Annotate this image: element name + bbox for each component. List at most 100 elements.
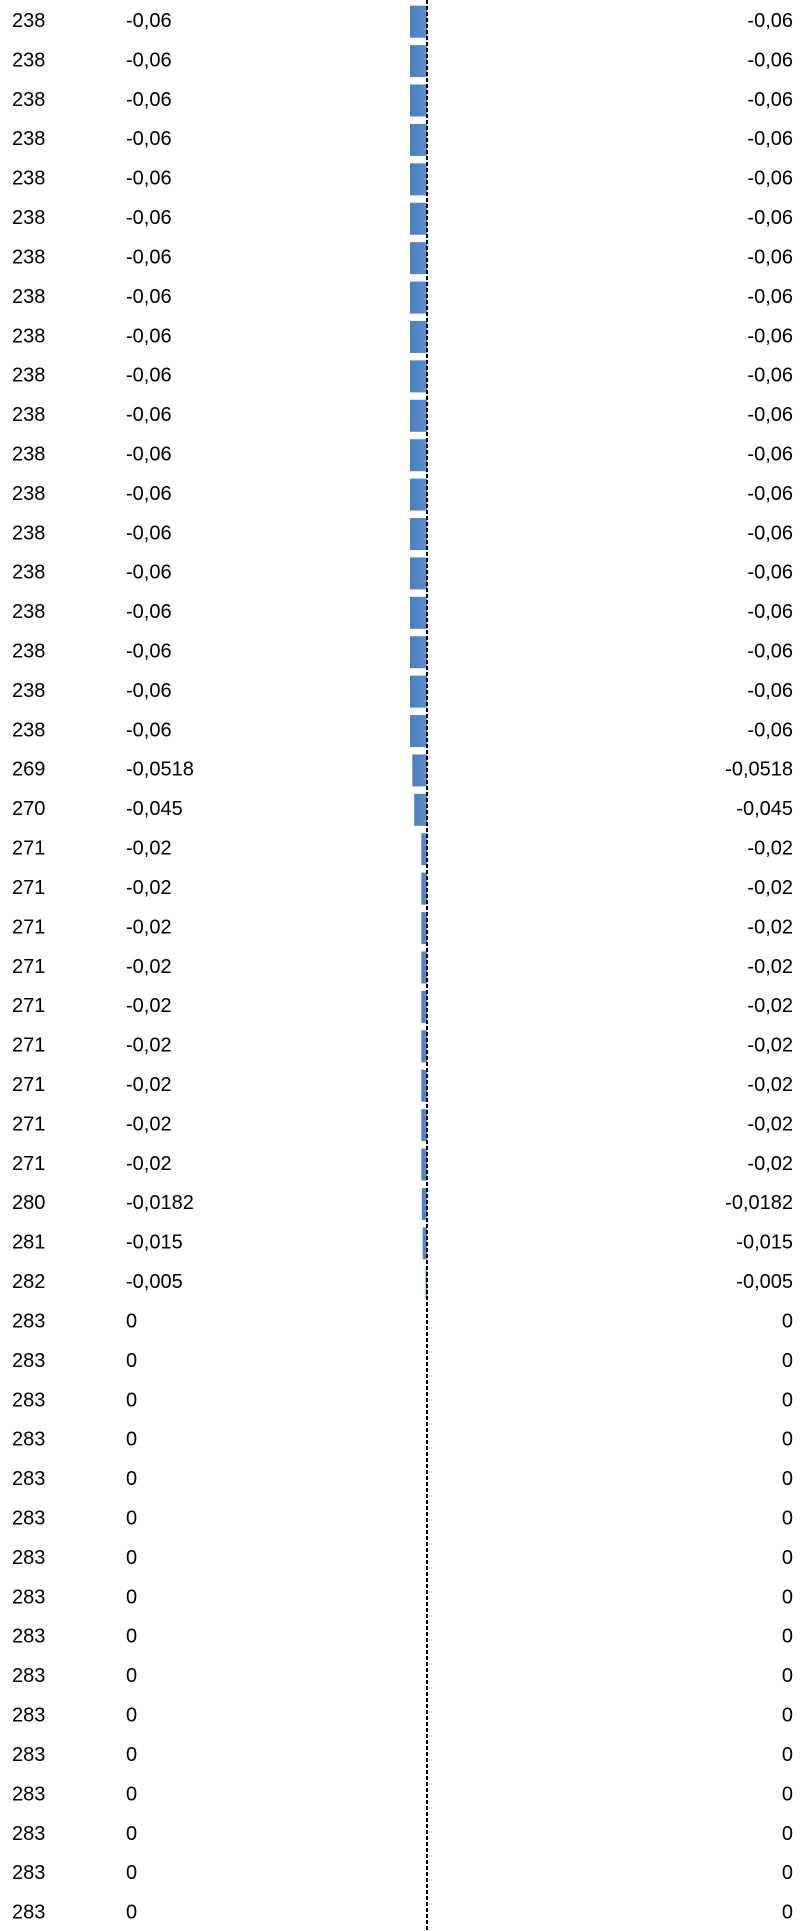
- value-cell: -0,06: [126, 286, 172, 308]
- value-cell-right: 0: [782, 1823, 793, 1845]
- value-cell-right: 0: [782, 1744, 793, 1766]
- value-cell-right: -0,06: [747, 207, 793, 229]
- data-bar: [410, 360, 427, 393]
- rank-cell: 238: [12, 680, 45, 702]
- value-cell: 0: [126, 1862, 137, 1884]
- rank-cell: 238: [12, 325, 45, 347]
- rank-cell: 271: [12, 877, 45, 899]
- value-cell: 0: [126, 1547, 137, 1569]
- value-cell: 0: [126, 1705, 137, 1727]
- rank-cell: 271: [12, 956, 45, 978]
- data-bar: [421, 1030, 427, 1063]
- value-cell: -0,06: [126, 601, 172, 623]
- value-cell: -0,02: [126, 838, 172, 860]
- value-cell: -0,06: [126, 89, 172, 111]
- rank-cell: 238: [12, 10, 45, 32]
- value-cell-right: 0: [782, 1705, 793, 1727]
- value-cell: -0,02: [126, 1074, 172, 1096]
- value-cell: -0,06: [126, 168, 172, 190]
- data-bar: [414, 793, 427, 826]
- rank-cell: 283: [12, 1862, 45, 1884]
- data-bar: [421, 872, 427, 905]
- rank-cell: 271: [12, 995, 45, 1017]
- data-bar: [410, 715, 427, 748]
- value-cell: -0,06: [126, 522, 172, 544]
- data-bar: [410, 636, 427, 669]
- value-cell-right: 0: [782, 1429, 793, 1451]
- data-bar: [412, 754, 427, 787]
- value-cell: 0: [126, 1389, 137, 1411]
- rank-cell: 283: [12, 1389, 45, 1411]
- value-cell: -0,06: [126, 246, 172, 268]
- value-cell-right: 0: [782, 1507, 793, 1529]
- value-cell-right: -0,005: [736, 1271, 793, 1293]
- value-cell: 0: [126, 1665, 137, 1687]
- rank-cell: 283: [12, 1626, 45, 1648]
- rank-cell: 283: [12, 1350, 45, 1372]
- rank-cell: 283: [12, 1744, 45, 1766]
- data-bar: [410, 320, 427, 353]
- data-bar: [410, 439, 427, 472]
- value-cell: -0,06: [126, 719, 172, 741]
- data-bar: [410, 202, 427, 235]
- value-cell: -0,0518: [126, 759, 194, 781]
- value-cell: -0,06: [126, 562, 172, 584]
- data-bar: [421, 1148, 427, 1181]
- value-cell: -0,045: [126, 798, 183, 820]
- value-cell: -0,02: [126, 1153, 172, 1175]
- rank-cell: 238: [12, 443, 45, 465]
- value-cell-right: 0: [782, 1350, 793, 1372]
- value-cell: -0,02: [126, 995, 172, 1017]
- value-cell: 0: [126, 1429, 137, 1451]
- value-cell: -0,02: [126, 1113, 172, 1135]
- value-cell: -0,06: [126, 365, 172, 387]
- rank-cell: 283: [12, 1705, 45, 1727]
- value-cell: 0: [126, 1783, 137, 1805]
- rank-cell: 238: [12, 719, 45, 741]
- rank-cell: 238: [12, 562, 45, 584]
- rank-cell: 283: [12, 1507, 45, 1529]
- value-cell: -0,06: [126, 680, 172, 702]
- data-bar: [410, 518, 427, 551]
- value-cell: -0,06: [126, 325, 172, 347]
- value-cell-right: -0,02: [747, 995, 793, 1017]
- value-cell: -0,06: [126, 483, 172, 505]
- value-cell-right: 0: [782, 1468, 793, 1490]
- value-cell-right: -0,02: [747, 1035, 793, 1057]
- data-bar: [421, 951, 427, 984]
- data-bar: [410, 478, 427, 511]
- data-bar: [421, 912, 427, 945]
- value-cell-right: -0,06: [747, 483, 793, 505]
- value-cell-right: -0,06: [747, 10, 793, 32]
- value-cell-right: 0: [782, 1665, 793, 1687]
- value-cell: -0,02: [126, 956, 172, 978]
- value-cell-right: -0,06: [747, 680, 793, 702]
- value-cell-right: -0,02: [747, 1153, 793, 1175]
- value-cell: -0,02: [126, 1035, 172, 1057]
- rank-cell: 238: [12, 246, 45, 268]
- value-cell-right: 0: [782, 1389, 793, 1411]
- value-cell: -0,06: [126, 128, 172, 150]
- value-cell: 0: [126, 1350, 137, 1372]
- value-cell: -0,02: [126, 877, 172, 899]
- value-cell-right: -0,06: [747, 128, 793, 150]
- data-bar: [421, 1069, 427, 1102]
- value-cell: 0: [126, 1507, 137, 1529]
- value-cell: -0,06: [126, 49, 172, 71]
- value-cell: 0: [126, 1823, 137, 1845]
- value-cell-right: 0: [782, 1586, 793, 1608]
- data-bar: [410, 557, 427, 590]
- value-cell: 0: [126, 1744, 137, 1766]
- value-cell-right: -0,06: [747, 89, 793, 111]
- rank-cell: 269: [12, 759, 45, 781]
- rank-cell: 271: [12, 1035, 45, 1057]
- value-cell: -0,06: [126, 207, 172, 229]
- data-bar: [410, 242, 427, 275]
- data-bar: [410, 675, 427, 708]
- value-cell-right: -0,06: [747, 365, 793, 387]
- rank-cell: 280: [12, 1192, 45, 1214]
- rank-cell: 271: [12, 1113, 45, 1135]
- value-cell-right: -0,015: [736, 1232, 793, 1254]
- rank-cell: 283: [12, 1783, 45, 1805]
